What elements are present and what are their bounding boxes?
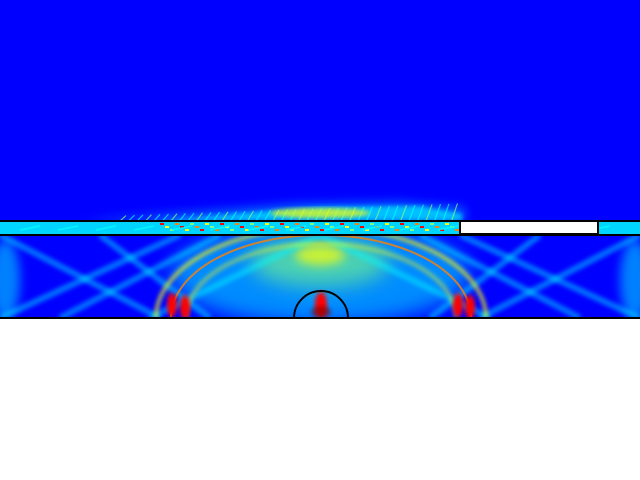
rectangular-block: [459, 220, 599, 235]
layer-streak-faint: [361, 225, 383, 231]
source-core: [311, 306, 331, 318]
layer-streak-faint: [247, 225, 269, 231]
edge-hotspot: [167, 293, 177, 317]
semicircular-source: [293, 290, 349, 319]
edge-hotspot: [453, 293, 463, 317]
scatter-fringe: [196, 212, 203, 222]
scatter-fringe: [442, 203, 450, 222]
scatter-fringe: [416, 204, 425, 222]
diagonal-beam: [458, 235, 640, 318]
diagonal-beam: [0, 235, 162, 318]
lower-interference-pattern: [0, 235, 640, 318]
scatter-fringe: [408, 204, 416, 222]
empty-region: [0, 319, 640, 480]
diagonal-beam: [148, 235, 322, 318]
scatter-fringe: [136, 214, 144, 222]
scatter-fringe: [145, 214, 152, 222]
diagonal-beam: [0, 235, 182, 318]
scatter-hotspot: [270, 208, 370, 218]
boundary-outlines: [0, 220, 640, 319]
right-edge-glow: [620, 240, 640, 318]
scatter-fringe: [179, 213, 186, 222]
scatter-fringe: [153, 213, 161, 222]
scatter-fringe: [187, 212, 195, 222]
scatter-fringe: [213, 211, 220, 222]
scatter-fringe: [246, 210, 255, 222]
upper-medium: [0, 0, 640, 221]
scatter-fringe: [229, 211, 238, 222]
edge-hotspot: [465, 295, 475, 318]
scatter-fringe: [382, 205, 391, 222]
scatter-fringe: [365, 206, 374, 222]
left-edge-glow: [0, 240, 20, 318]
layer-streak-faint: [399, 225, 421, 231]
central-hotspot: [295, 245, 345, 265]
layer-streak-faint: [171, 225, 193, 231]
scatter-fringe: [255, 210, 263, 222]
diagonal-beam: [98, 235, 212, 318]
scatter-fringe: [204, 212, 212, 222]
scatter-fringe: [433, 203, 442, 222]
wavefront-arc: [184, 242, 458, 318]
layer-streak-faint: [57, 225, 79, 231]
scatter-fringe: [450, 203, 459, 222]
scatter-fringe: [391, 205, 399, 222]
scatter-fringe: [399, 205, 408, 222]
diagonal-beam: [428, 235, 542, 318]
diagonal-beam: [478, 235, 640, 318]
scatter-fringe: [425, 204, 433, 222]
upper-scatter-fringes: [80, 202, 465, 222]
scatter-fringe: [238, 210, 246, 222]
diagonal-beam: [58, 235, 222, 318]
layer-streak-faint: [209, 225, 231, 231]
scatter-fringe: [221, 211, 229, 222]
scatter-fringe: [162, 213, 169, 222]
layer-streak-faint: [95, 225, 117, 231]
diagonal-beam: [418, 235, 582, 318]
edge-hotspot: [180, 295, 190, 318]
layer-streak-faint: [285, 225, 307, 231]
layer-streak-faint: [437, 225, 459, 231]
scatter-fringe: [263, 209, 272, 222]
scatter-fringe: [374, 206, 382, 222]
scatter-fringe: [170, 213, 178, 222]
layer-streak-faint: [19, 225, 41, 231]
layer-streak-faint: [323, 225, 345, 231]
wavefront-arc: [154, 235, 488, 318]
layer-streak-faint: [133, 225, 155, 231]
